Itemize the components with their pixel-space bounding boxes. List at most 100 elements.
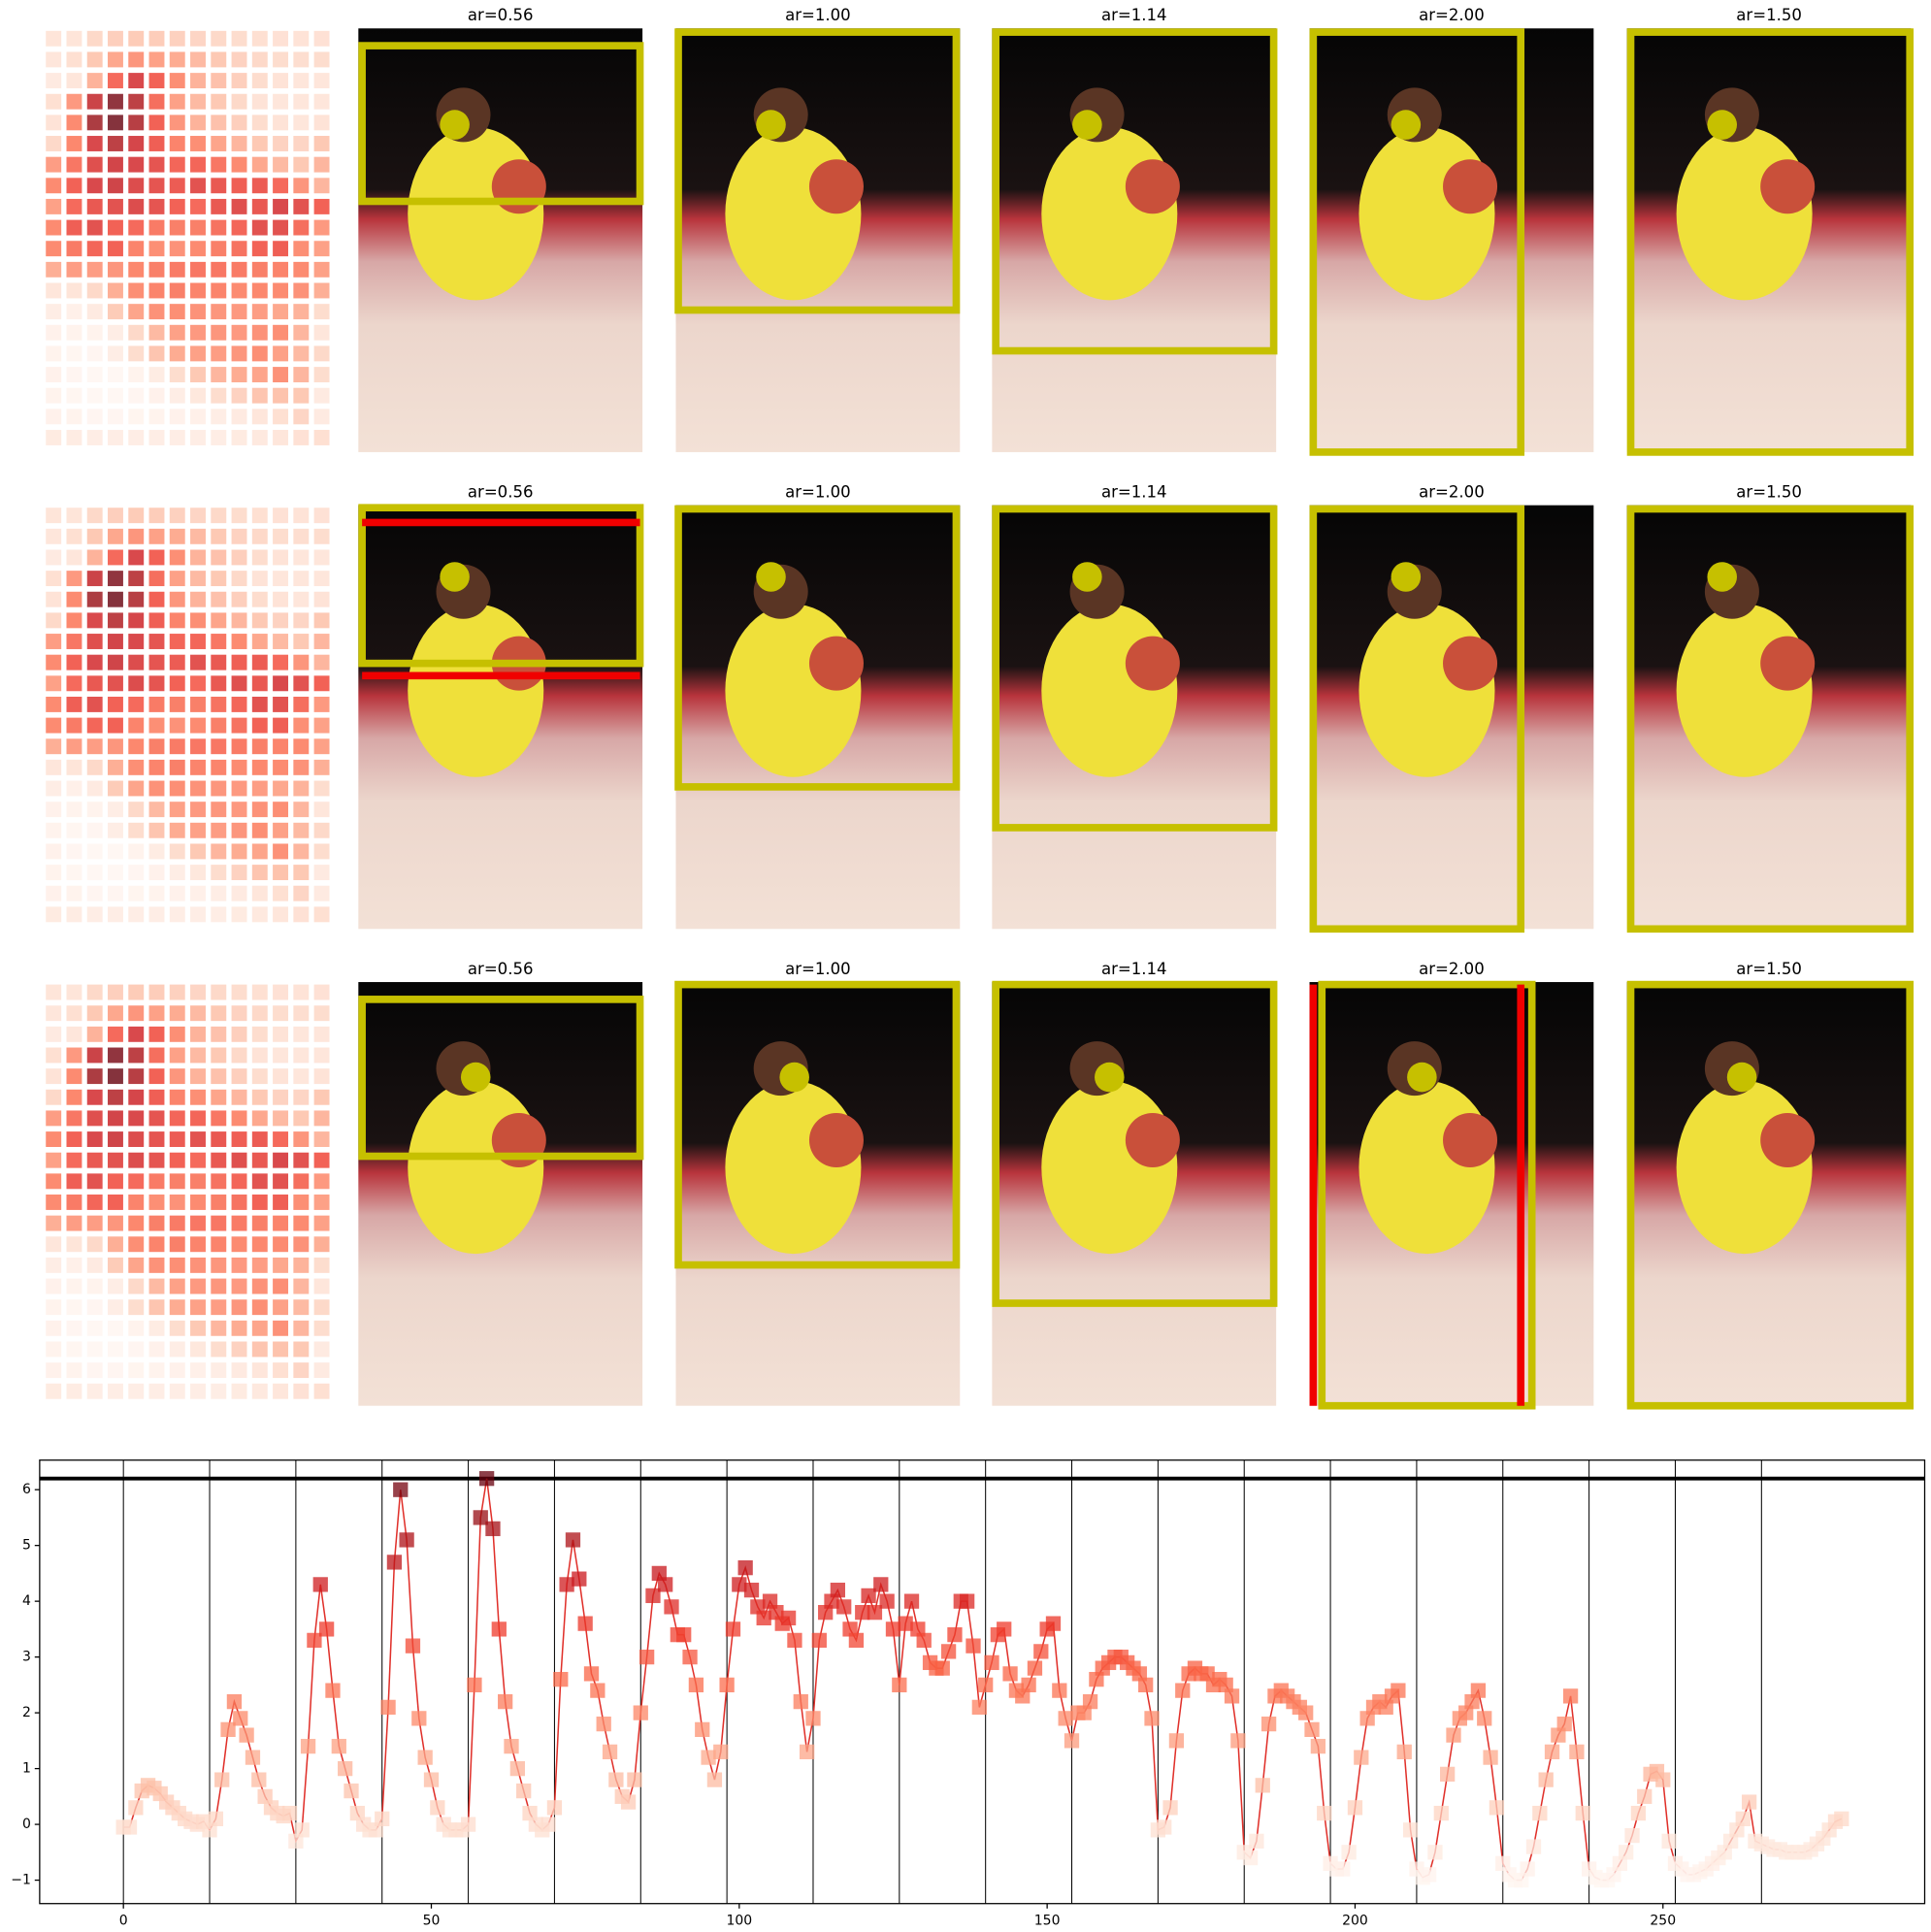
heatmap-cell bbox=[46, 409, 62, 425]
heatmap-cell bbox=[293, 241, 310, 257]
heatmap-cell bbox=[293, 528, 310, 544]
heatmap-cell bbox=[313, 1110, 330, 1127]
heatmap-cell bbox=[313, 1320, 330, 1336]
heatmap-cell bbox=[231, 1236, 247, 1253]
focus-point bbox=[1407, 1062, 1437, 1093]
heatmap-cell bbox=[231, 30, 247, 47]
plot-frame bbox=[39, 1459, 1926, 1905]
heatmap-cell bbox=[211, 1383, 227, 1399]
heatmap-cell bbox=[273, 1362, 289, 1379]
heatmap-cell bbox=[148, 508, 165, 524]
heatmap-cell bbox=[251, 219, 268, 236]
heatmap-cell bbox=[66, 136, 82, 151]
heatmap-cell bbox=[293, 1236, 310, 1253]
point-marker bbox=[1495, 1855, 1511, 1871]
heatmap-cell bbox=[231, 1383, 247, 1399]
focus-point bbox=[1726, 1062, 1757, 1093]
heatmap-cell bbox=[190, 1089, 206, 1105]
heatmap-cell bbox=[293, 219, 310, 236]
heatmap-cell bbox=[273, 198, 289, 214]
heatmap-cell bbox=[211, 1341, 227, 1358]
heatmap-cell bbox=[293, 822, 310, 838]
heatmap-cell bbox=[273, 324, 289, 341]
crop-box bbox=[358, 42, 644, 206]
heatmap-cell bbox=[46, 93, 62, 110]
point-marker bbox=[879, 1593, 895, 1609]
heatmap-cell bbox=[231, 780, 247, 797]
point-marker bbox=[1391, 1683, 1406, 1698]
heatmap-cell bbox=[46, 780, 62, 797]
heatmap-cell bbox=[86, 1068, 103, 1085]
heatmap-cell bbox=[273, 73, 289, 89]
heatmap-cell bbox=[273, 387, 289, 404]
heatmap-cell bbox=[66, 591, 82, 607]
heatmap-cell bbox=[66, 1383, 82, 1399]
ball bbox=[1125, 159, 1180, 214]
heatmap-cell bbox=[108, 1173, 123, 1190]
heatmap-cell bbox=[293, 73, 310, 89]
crop-box bbox=[358, 996, 644, 1161]
point-marker bbox=[940, 1644, 957, 1659]
point-marker bbox=[380, 1699, 396, 1716]
heatmap-cell bbox=[66, 1173, 82, 1190]
heatmap-cell bbox=[251, 1173, 268, 1190]
heatmap-cell bbox=[313, 1215, 330, 1231]
heatmap-cell bbox=[66, 304, 82, 320]
heatmap-cell bbox=[211, 387, 227, 404]
heatmap-cell bbox=[108, 1278, 123, 1294]
heatmap-cell bbox=[66, 675, 82, 692]
heatmap-cell bbox=[273, 571, 289, 587]
ball bbox=[1443, 1112, 1498, 1168]
heatmap-cell bbox=[211, 885, 227, 901]
heatmap-cell bbox=[231, 717, 247, 734]
heatmap-cell bbox=[86, 73, 103, 89]
heatmap-cell bbox=[46, 1195, 62, 1210]
point-marker bbox=[762, 1593, 778, 1609]
heatmap-cell bbox=[86, 1131, 103, 1147]
heatmap-cell bbox=[273, 885, 289, 901]
heatmap-cell bbox=[231, 738, 247, 755]
heatmap-cell bbox=[313, 261, 330, 278]
heatmap-cell bbox=[66, 219, 82, 236]
heatmap-cell bbox=[211, 115, 227, 131]
heatmap-cell bbox=[128, 1068, 145, 1085]
heatmap-cell bbox=[128, 843, 145, 860]
crop-box bbox=[674, 505, 961, 791]
heatmap-cell bbox=[66, 1068, 82, 1085]
heatmap-cell bbox=[46, 1068, 62, 1085]
heatmap-cell bbox=[313, 885, 330, 901]
heatmap-cell bbox=[251, 387, 268, 404]
heatmap-cell bbox=[211, 241, 227, 257]
heatmap-cell bbox=[313, 1026, 330, 1042]
heatmap-cell bbox=[108, 1110, 123, 1127]
heatmap-cell bbox=[108, 261, 123, 278]
point-marker bbox=[325, 1683, 341, 1698]
point-marker bbox=[1144, 1711, 1160, 1726]
heatmap-cell bbox=[128, 571, 145, 587]
point-marker bbox=[399, 1532, 414, 1548]
heatmap-cell bbox=[293, 324, 310, 341]
heatmap-cell bbox=[66, 1320, 82, 1336]
heatmap-cell bbox=[231, 409, 247, 425]
heatmap-cell bbox=[231, 304, 247, 320]
heatmap-cell bbox=[231, 387, 247, 404]
point-marker bbox=[1421, 1867, 1437, 1883]
heatmap-cell bbox=[108, 508, 123, 524]
heatmap-cell bbox=[251, 261, 268, 278]
point-marker bbox=[824, 1593, 839, 1609]
x-tick-label: 200 bbox=[1342, 1914, 1368, 1929]
point-marker bbox=[651, 1565, 667, 1582]
heatmap-cell bbox=[293, 738, 310, 755]
heatmap-cell bbox=[313, 591, 330, 607]
heatmap-cell bbox=[231, 1131, 247, 1147]
heatmap-cell bbox=[313, 508, 330, 524]
heatmap-cell bbox=[108, 1236, 123, 1253]
heatmap-cell bbox=[293, 1131, 310, 1147]
heatmap-cell bbox=[231, 675, 247, 692]
heatmap-cell bbox=[46, 1320, 62, 1336]
crop-box bbox=[992, 505, 1278, 832]
heatmap-cell bbox=[169, 136, 185, 151]
heatmap-cell bbox=[148, 430, 165, 445]
heatmap-cell bbox=[169, 409, 185, 425]
heatmap-cell bbox=[211, 717, 227, 734]
